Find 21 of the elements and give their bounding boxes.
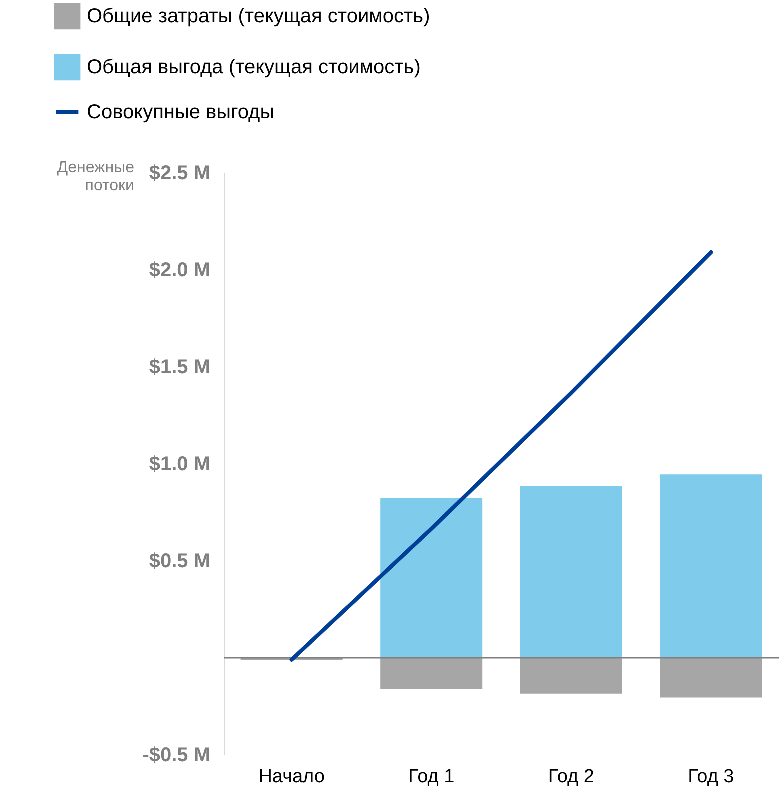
bar [380,658,483,690]
bar [520,658,622,694]
x-tick-label: Начало [258,766,325,788]
legend-label: Общая выгода (текущая стоимость) [87,56,421,78]
bar [660,658,762,698]
x-tick-label: Год 3 [688,766,734,788]
line-series [290,250,714,662]
y-tick-label: $2.5 M [149,162,210,184]
y-tick-label: $1.0 M [149,454,210,476]
legend-label: Общие затраты (текущая стоимость) [87,6,430,28]
bar [660,474,762,658]
y-tick-label: $0.5 M [149,550,210,572]
x-tick-label: Год 1 [408,766,455,788]
bar [520,486,622,658]
legend-label: Совокупные выгоды [87,102,275,124]
x-tick-label: Год 2 [548,766,594,788]
y-tick-label: $2.0 M [149,260,210,282]
bar [380,498,483,658]
y-tick-label: $1.5 M [149,356,210,378]
y-tick-label: -$0.5 M [142,744,210,766]
y-axis-title: Денежные потоки [57,160,135,194]
